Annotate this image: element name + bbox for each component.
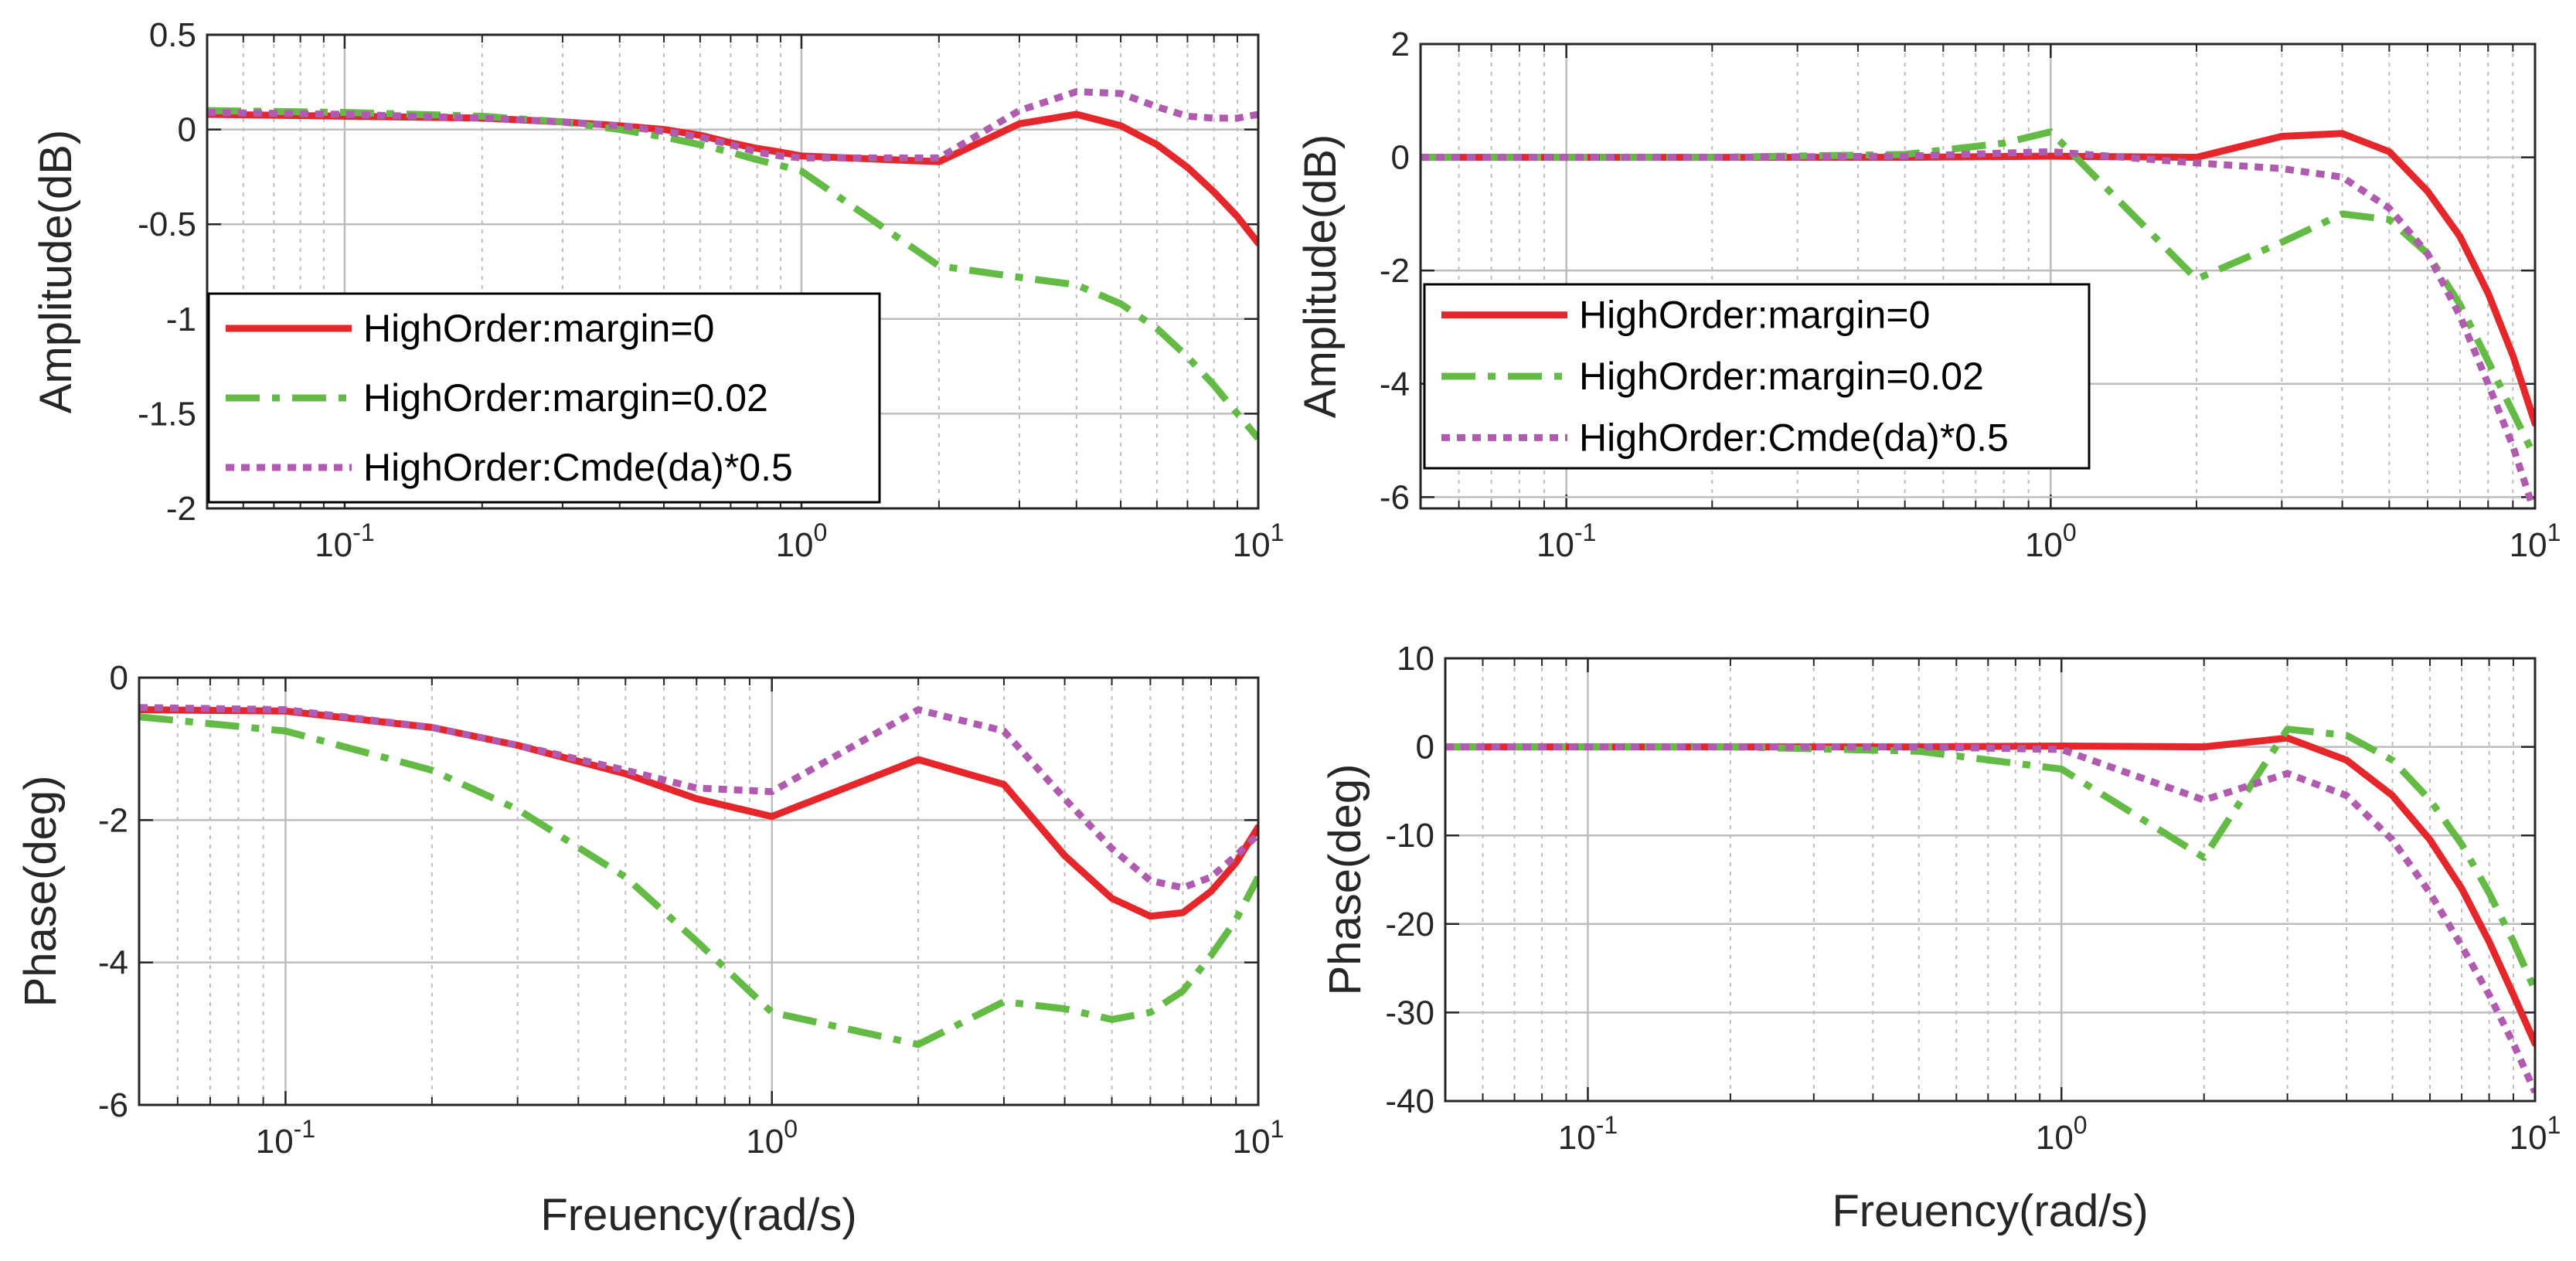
plot-area (139, 678, 1258, 1105)
x-tick-label: 10-1 (256, 1115, 315, 1161)
x-tick-label: 101 (2510, 518, 2561, 564)
chart-bottom-left: 0 -2 -4 -6 10-1 100 101 Phase(deg) Freuency(rad/… (15, 659, 1284, 1240)
y-axis-label: Amplitude(dB) (31, 130, 81, 413)
x-tick-label: 100 (2025, 518, 2077, 564)
x-tick-label: 10-1 (315, 518, 374, 564)
legend-label: HighOrder:margin=0 (1579, 294, 1930, 337)
axes-box (206, 33, 1260, 510)
x-tick-label: 101 (2510, 1111, 2561, 1157)
series-group (1445, 726, 2535, 1094)
y-tick-label: -1 (166, 301, 196, 338)
x-axis-label: Freuency(rad/s) (1832, 1186, 2148, 1236)
legend-label: HighOrder:Cmde(da)*0.5 (363, 446, 793, 489)
y-tick-label: -2 (166, 490, 196, 528)
series-group (207, 88, 1258, 441)
series-line-purple (139, 704, 1258, 892)
axes-box (1419, 42, 2537, 510)
legend-label: HighOrder:margin=0 (363, 307, 714, 350)
y-tick-label: -2 (98, 801, 128, 839)
x-tick-label: 10-1 (1558, 1111, 1618, 1157)
y-tick-label: -4 (98, 944, 128, 982)
x-tick-label: 100 (746, 1115, 798, 1161)
y-axis-label: Phase(deg) (1320, 764, 1370, 996)
series-group (139, 704, 1258, 1049)
y-tick-label: -2 (1380, 252, 1410, 290)
series-group (1421, 128, 2535, 508)
grid (139, 676, 1258, 1106)
y-tick-label: -20 (1385, 906, 1434, 943)
y-tick-label: -4 (1380, 365, 1410, 403)
series-line-purple (1445, 743, 2535, 1094)
legend-label: HighOrder:Cmde(da)*0.5 (1579, 416, 2009, 459)
y-tick-label: -40 (1385, 1083, 1434, 1120)
y-tick-label: 0 (1416, 729, 1434, 766)
y-tick-label: -0.5 (138, 206, 196, 243)
x-tick-label: 10-1 (1536, 518, 1596, 564)
y-tick-label: 10 (1397, 640, 1434, 678)
chart-top-right: 2 0 -2 -4 -6 10-1 100 101 Amplitude(dB) HighOrder… (1295, 25, 2561, 564)
series-line-green (139, 713, 1258, 1049)
plot-area (1445, 658, 2535, 1101)
y-axis-label: Phase(deg) (15, 776, 66, 1008)
y-tick-label: 0 (178, 111, 196, 149)
y-tick-label: -1.5 (138, 395, 196, 433)
x-axis-label: Freuency(rad/s) (540, 1190, 856, 1240)
y-tick-label: -30 (1385, 994, 1434, 1032)
y-tick-label: 0 (1391, 139, 1410, 177)
y-tick-label: -6 (1380, 478, 1410, 516)
legend: HighOrder:margin=0 HighOrder:margin=0.02 H… (207, 292, 881, 504)
legend: HighOrder:margin=0 HighOrder:margin=0.02 H… (1423, 283, 2091, 470)
y-tick-label: -6 (98, 1086, 128, 1124)
chart-top-left: 0.5 0 -0.5 -1 -1.5 -2 10-1 100 101 Amplitude(dB) H… (31, 16, 1284, 564)
y-axis-label: Amplitude(dB) (1295, 134, 1346, 418)
x-tick-label: 101 (1233, 1115, 1285, 1161)
legend-label: HighOrder:margin=0.02 (1579, 355, 1984, 398)
axes-box (1444, 657, 2537, 1103)
series-line-green (207, 107, 1258, 441)
series-line-red (139, 706, 1258, 920)
axes-box (138, 676, 1260, 1106)
x-tick-label: 101 (1233, 518, 1285, 564)
series-line-red (1421, 130, 2535, 427)
x-tick-label: 100 (2036, 1111, 2088, 1157)
y-tick-label: -10 (1385, 817, 1434, 855)
y-tick-label: 2 (1391, 25, 1410, 63)
y-tick-label: 0 (110, 659, 128, 697)
x-tick-label: 100 (776, 518, 828, 564)
y-tick-label: 0.5 (149, 16, 196, 54)
legend-label: HighOrder:margin=0.02 (363, 376, 768, 420)
